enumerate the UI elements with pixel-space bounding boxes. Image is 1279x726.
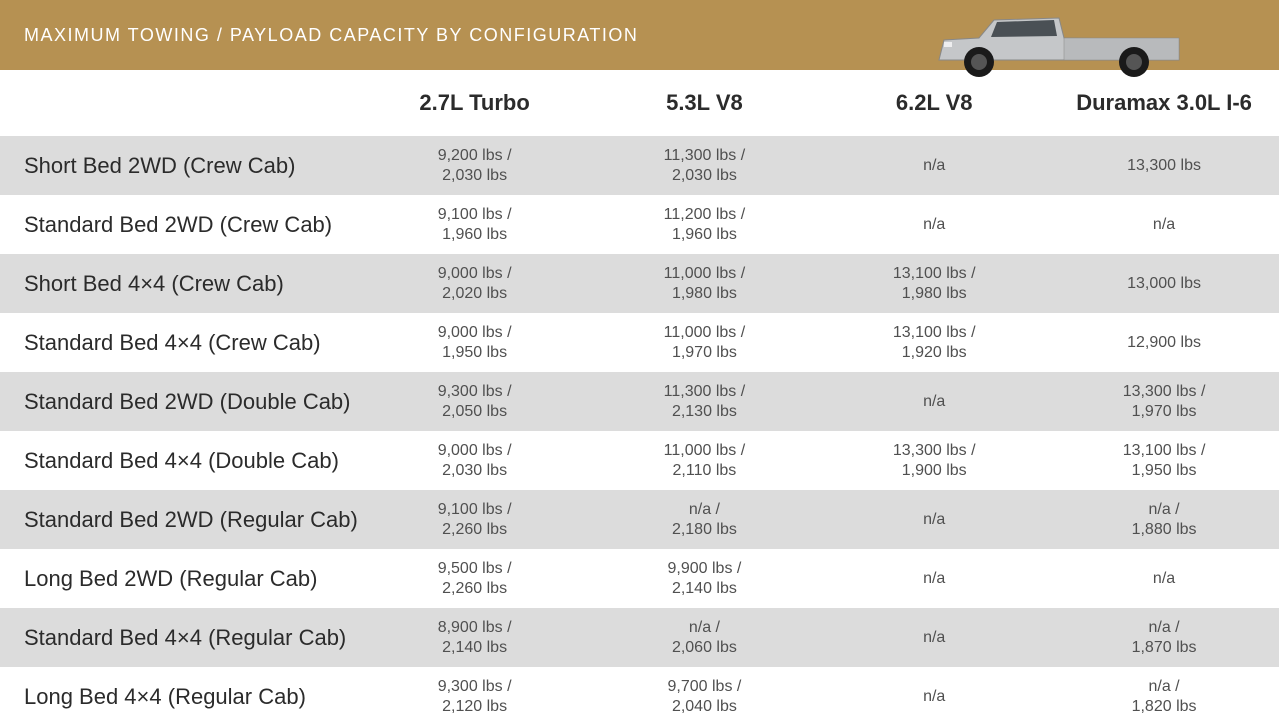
- table-row: Standard Bed 4×4 (Double Cab)9,000 lbs /…: [0, 431, 1279, 490]
- cell-value: 9,000 lbs / 2,030 lbs: [360, 431, 590, 490]
- table-row: Standard Bed 2WD (Double Cab)9,300 lbs /…: [0, 372, 1279, 431]
- cell-value: n/a: [819, 372, 1049, 431]
- cell-value: 9,100 lbs / 2,260 lbs: [360, 490, 590, 549]
- column-header-empty: [0, 70, 360, 136]
- cell-value: 11,200 lbs / 1,960 lbs: [590, 195, 820, 254]
- cell-value: 11,300 lbs / 2,030 lbs: [590, 136, 820, 195]
- row-label: Long Bed 4×4 (Regular Cab): [0, 667, 360, 726]
- row-label: Standard Bed 2WD (Double Cab): [0, 372, 360, 431]
- cell-value: 11,000 lbs / 2,110 lbs: [590, 431, 820, 490]
- row-label: Short Bed 2WD (Crew Cab): [0, 136, 360, 195]
- cell-value: 13,100 lbs / 1,950 lbs: [1049, 431, 1279, 490]
- table-row: Short Bed 2WD (Crew Cab)9,200 lbs / 2,03…: [0, 136, 1279, 195]
- cell-value: 13,100 lbs / 1,980 lbs: [819, 254, 1049, 313]
- cell-value: n/a: [1049, 195, 1279, 254]
- column-header-27l-turbo: 2.7L Turbo: [360, 70, 590, 136]
- row-label: Long Bed 2WD (Regular Cab): [0, 549, 360, 608]
- truck-image: [919, 0, 1199, 90]
- table-row: Long Bed 2WD (Regular Cab)9,500 lbs / 2,…: [0, 549, 1279, 608]
- table-body: Short Bed 2WD (Crew Cab)9,200 lbs / 2,03…: [0, 136, 1279, 726]
- cell-value: 12,900 lbs: [1049, 313, 1279, 372]
- cell-value: n/a: [819, 195, 1049, 254]
- row-label: Standard Bed 4×4 (Regular Cab): [0, 608, 360, 667]
- table-row: Standard Bed 2WD (Crew Cab)9,100 lbs / 1…: [0, 195, 1279, 254]
- row-label: Standard Bed 2WD (Regular Cab): [0, 490, 360, 549]
- table-row: Standard Bed 2WD (Regular Cab)9,100 lbs …: [0, 490, 1279, 549]
- row-label: Standard Bed 4×4 (Crew Cab): [0, 313, 360, 372]
- header-title: MAXIMUM TOWING / PAYLOAD CAPACITY BY CON…: [24, 25, 638, 46]
- cell-value: n/a: [819, 608, 1049, 667]
- cell-value: 11,000 lbs / 1,980 lbs: [590, 254, 820, 313]
- cell-value: 9,100 lbs / 1,960 lbs: [360, 195, 590, 254]
- cell-value: 13,300 lbs: [1049, 136, 1279, 195]
- header-bar: MAXIMUM TOWING / PAYLOAD CAPACITY BY CON…: [0, 0, 1279, 70]
- cell-value: 9,900 lbs / 2,140 lbs: [590, 549, 820, 608]
- table-row: Standard Bed 4×4 (Crew Cab)9,000 lbs / 1…: [0, 313, 1279, 372]
- cell-value: n/a / 2,060 lbs: [590, 608, 820, 667]
- cell-value: 13,000 lbs: [1049, 254, 1279, 313]
- cell-value: 9,000 lbs / 1,950 lbs: [360, 313, 590, 372]
- cell-value: 9,300 lbs / 2,120 lbs: [360, 667, 590, 726]
- column-header-53l-v8: 5.3L V8: [590, 70, 820, 136]
- towing-table: 2.7L Turbo 5.3L V8 6.2L V8 Duramax 3.0L …: [0, 70, 1279, 726]
- cell-value: 9,300 lbs / 2,050 lbs: [360, 372, 590, 431]
- cell-value: 9,000 lbs / 2,020 lbs: [360, 254, 590, 313]
- cell-value: 13,100 lbs / 1,920 lbs: [819, 313, 1049, 372]
- cell-value: n/a: [819, 667, 1049, 726]
- row-label: Standard Bed 2WD (Crew Cab): [0, 195, 360, 254]
- cell-value: 13,300 lbs / 1,900 lbs: [819, 431, 1049, 490]
- table-row: Long Bed 4×4 (Regular Cab)9,300 lbs / 2,…: [0, 667, 1279, 726]
- cell-value: 9,200 lbs / 2,030 lbs: [360, 136, 590, 195]
- row-label: Short Bed 4×4 (Crew Cab): [0, 254, 360, 313]
- cell-value: n/a / 1,820 lbs: [1049, 667, 1279, 726]
- cell-value: 13,300 lbs / 1,970 lbs: [1049, 372, 1279, 431]
- cell-value: 8,900 lbs / 2,140 lbs: [360, 608, 590, 667]
- table-row: Short Bed 4×4 (Crew Cab)9,000 lbs / 2,02…: [0, 254, 1279, 313]
- cell-value: 9,700 lbs / 2,040 lbs: [590, 667, 820, 726]
- cell-value: 11,300 lbs / 2,130 lbs: [590, 372, 820, 431]
- cell-value: n/a: [1049, 549, 1279, 608]
- table-row: Standard Bed 4×4 (Regular Cab)8,900 lbs …: [0, 608, 1279, 667]
- cell-value: n/a / 2,180 lbs: [590, 490, 820, 549]
- cell-value: n/a: [819, 136, 1049, 195]
- row-label: Standard Bed 4×4 (Double Cab): [0, 431, 360, 490]
- cell-value: n/a: [819, 490, 1049, 549]
- cell-value: n/a / 1,870 lbs: [1049, 608, 1279, 667]
- cell-value: n/a / 1,880 lbs: [1049, 490, 1279, 549]
- cell-value: n/a: [819, 549, 1049, 608]
- cell-value: 11,000 lbs / 1,970 lbs: [590, 313, 820, 372]
- towing-table-container: 2.7L Turbo 5.3L V8 6.2L V8 Duramax 3.0L …: [0, 70, 1279, 726]
- cell-value: 9,500 lbs / 2,260 lbs: [360, 549, 590, 608]
